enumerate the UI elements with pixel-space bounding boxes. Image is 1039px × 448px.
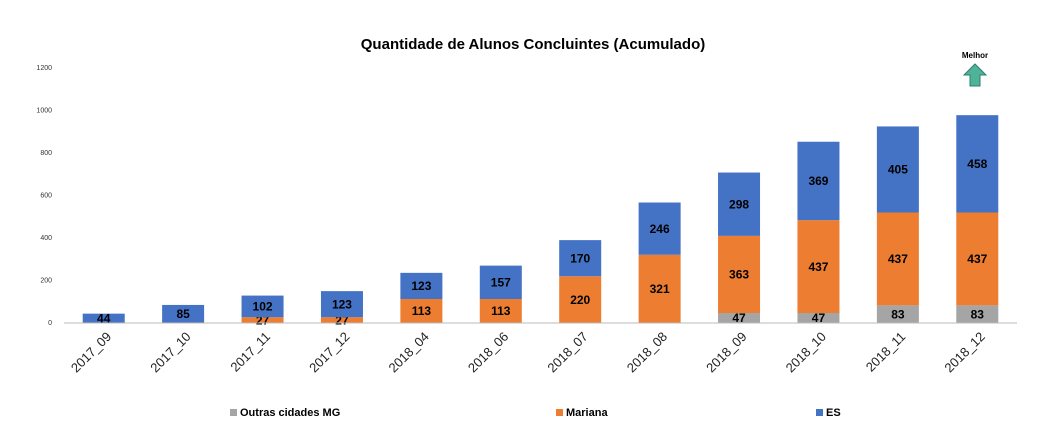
data-label: 458 xyxy=(967,157,987,171)
bar-segment xyxy=(956,305,999,323)
data-label: 170 xyxy=(570,251,590,265)
bar-segment xyxy=(876,212,919,306)
data-label: 437 xyxy=(967,252,987,266)
data-label: 405 xyxy=(888,163,908,177)
x-tick-label: 2018_10 xyxy=(783,329,829,375)
bar-segment xyxy=(638,202,681,255)
legend-label: Mariana xyxy=(566,407,608,419)
y-tick-label: 400 xyxy=(40,235,52,242)
bar-segment xyxy=(718,172,761,236)
y-tick-label: 1200 xyxy=(36,65,52,72)
x-tick-label: 2018_08 xyxy=(624,329,670,375)
data-label: 47 xyxy=(732,311,746,325)
bar-segment xyxy=(956,212,999,306)
x-tick-label: 2017_09 xyxy=(68,329,114,375)
legend-label: Outras cidades MG xyxy=(240,407,340,419)
x-tick-label: 2017_11 xyxy=(227,329,273,375)
data-label: 102 xyxy=(253,300,273,314)
bar-segment xyxy=(876,305,919,323)
bar-segment xyxy=(797,313,840,323)
x-tick-label: 2018_11 xyxy=(863,329,909,375)
bar-segment xyxy=(559,240,602,277)
data-label: 157 xyxy=(491,275,511,289)
data-label: 437 xyxy=(808,260,828,274)
data-label: 83 xyxy=(971,307,985,321)
bar-segment xyxy=(479,265,522,299)
bar-segment xyxy=(320,291,363,318)
data-label: 321 xyxy=(650,282,670,296)
bar-segment xyxy=(718,235,761,314)
data-label: 113 xyxy=(412,304,432,318)
x-tick-label: 2018_12 xyxy=(941,329,987,375)
data-label: 369 xyxy=(808,174,828,188)
bar-segment xyxy=(400,272,443,299)
data-label: 363 xyxy=(729,268,749,282)
data-label: 83 xyxy=(891,307,905,321)
y-tick-label: 1000 xyxy=(36,107,52,114)
y-tick-label: 600 xyxy=(40,192,52,199)
bar-segment xyxy=(956,115,999,213)
bar-segment xyxy=(638,254,681,323)
y-tick-label: 0 xyxy=(48,320,52,327)
x-tick-label: 2017_12 xyxy=(306,329,352,375)
bar-segment xyxy=(241,317,284,323)
bar-segment xyxy=(479,298,522,323)
x-tick-label: 2018_07 xyxy=(544,329,590,375)
bar-segment xyxy=(797,141,840,221)
y-tick-label: 800 xyxy=(40,150,52,157)
bar-segment xyxy=(559,276,602,323)
chart-title: Quantidade de Alunos Concluintes (Acumul… xyxy=(361,36,705,53)
data-label: 220 xyxy=(570,293,590,307)
bar-segment xyxy=(876,126,919,213)
x-tick-label: 2017_10 xyxy=(147,329,193,375)
bar-segment xyxy=(320,317,363,323)
legend-swatch xyxy=(816,409,823,416)
bar-segment xyxy=(718,313,761,323)
data-label: 246 xyxy=(650,222,670,236)
bar-segment xyxy=(797,220,840,314)
data-label: 113 xyxy=(491,304,511,318)
data-label: 298 xyxy=(729,197,749,211)
data-label: 123 xyxy=(411,279,431,293)
bar-segment xyxy=(400,298,443,323)
x-tick-label: 2018_06 xyxy=(465,329,511,375)
bar-segment xyxy=(241,295,284,318)
legend-label: ES xyxy=(826,407,841,419)
y-tick-label: 200 xyxy=(40,277,52,284)
arrow-icon xyxy=(962,63,988,87)
data-label: 437 xyxy=(888,252,908,266)
legend-swatch xyxy=(230,409,237,416)
data-label: 123 xyxy=(332,297,352,311)
bar-segment xyxy=(82,313,125,323)
x-tick-label: 2018_09 xyxy=(703,329,749,375)
bar-segment xyxy=(162,304,205,323)
data-label: 85 xyxy=(176,307,190,321)
annotation: Melhor xyxy=(962,51,988,60)
x-tick-label: 2018_04 xyxy=(386,329,432,375)
data-label: 47 xyxy=(812,311,826,325)
data-label: 44 xyxy=(97,311,111,325)
legend-swatch xyxy=(556,409,563,416)
